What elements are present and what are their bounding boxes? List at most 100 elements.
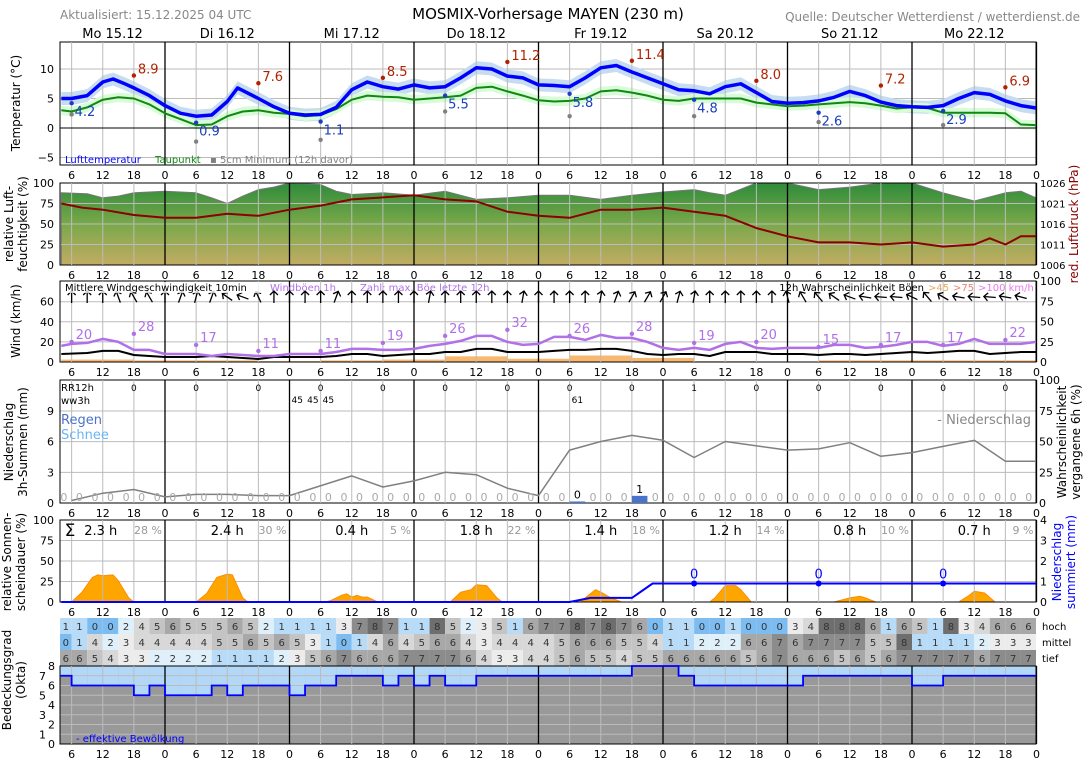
hour-tick-label: 18	[749, 748, 763, 761]
wind-direction-arrow-icon	[937, 291, 949, 301]
cloud-cell-hoch	[398, 618, 414, 634]
arrow-shape	[612, 290, 622, 303]
hour-tick-label: 6	[317, 169, 324, 182]
hour-tick-label: 0	[1033, 748, 1040, 761]
gust-max-label: 19	[387, 329, 404, 344]
cloud-cell-mittel	[367, 634, 383, 650]
max-temp-point	[505, 59, 510, 65]
wind-direction-arrow-icon	[705, 290, 715, 303]
cloud-cell-value: 6	[823, 654, 829, 665]
cloud-cell-value: 2	[699, 638, 705, 649]
hour-tick-label: 18	[625, 748, 639, 761]
clear-sky-fill	[585, 666, 601, 676]
cloud-cell-tief	[273, 650, 290, 666]
precip-zero-label: 0	[247, 491, 254, 504]
arrow-shape	[889, 292, 903, 302]
cloud-cell-value: 6	[605, 638, 611, 649]
gust-max-point	[256, 348, 261, 354]
rr12h-value: 0	[1003, 384, 1009, 394]
precip-zero-label: 0	[512, 491, 519, 504]
cloud-cell-value: 6	[730, 654, 736, 665]
cloud-cell-value: 7	[1025, 654, 1031, 665]
cloud-cell-tief	[803, 650, 819, 666]
precip-zero-label: 0	[232, 491, 239, 504]
legend-bg	[62, 282, 264, 293]
cloud-cell-tief	[974, 650, 990, 666]
min-temp-label: 4.2	[75, 105, 96, 120]
precip-prob-tick-label: 50	[1039, 436, 1053, 449]
cloud-cell-value: 3	[123, 638, 129, 649]
hour-tick-label: 12	[345, 606, 359, 619]
hour-tick-label: 12	[469, 269, 483, 282]
arrow-shape	[456, 290, 466, 303]
cloud-cell-mittel	[818, 634, 835, 650]
cloud-cell-mittel	[803, 634, 819, 650]
cloud-cell-tief	[787, 650, 804, 666]
cloud-cell-value: 3	[994, 638, 1000, 649]
hour-tick-label: 12	[345, 269, 359, 282]
hour-tick-label: 12	[594, 366, 608, 379]
cloud-cell-mittel	[258, 634, 274, 650]
cloud-cell-hoch	[958, 618, 975, 634]
cloud-cell-value: 5	[839, 654, 845, 665]
hour-tick-label: 18	[251, 606, 265, 619]
hour-tick-label: 0	[784, 606, 791, 619]
cloud-cell-mittel	[273, 634, 290, 650]
precip-bar	[631, 495, 648, 503]
arrow-shape	[643, 291, 653, 303]
cloud-cell-tief	[414, 650, 430, 666]
cloud-cell-mittel	[242, 634, 259, 650]
cloud-cell-value: 5	[917, 622, 923, 633]
min-temp-point	[69, 101, 74, 106]
arrow-shape	[998, 292, 1012, 301]
wind-direction-arrow-icon	[565, 290, 575, 303]
cloud-cell-value: 5	[310, 654, 316, 665]
cloud-cell-value: 6	[387, 654, 393, 665]
cloud-cell-mittel	[460, 634, 477, 650]
hour-tick-label: 18	[376, 169, 390, 182]
clear-sky-fill	[351, 666, 368, 676]
cloud-cell-mittel	[694, 634, 710, 650]
hour-tick-label: 0	[1033, 169, 1040, 182]
cloud-cell-tief	[989, 650, 1006, 666]
cloud-cell-hoch	[771, 618, 788, 634]
hour-tick-label: 0	[660, 269, 667, 282]
cloud-cell-value: 6	[683, 654, 689, 665]
cloud-cell-value: 7	[948, 654, 954, 665]
y-tick-label: 50	[40, 555, 54, 568]
arrow-shape	[751, 290, 761, 303]
max-temp-label: 6.9	[1009, 74, 1030, 89]
arrow-shape	[967, 292, 981, 302]
cloud-cell-hoch	[227, 618, 243, 634]
clear-sky-fill	[896, 666, 912, 676]
arrow-shape	[269, 290, 279, 303]
temperature-axis-title: Temperatur (°C)	[9, 55, 23, 152]
cloud-cell-hoch	[71, 618, 88, 634]
precip-zero-label: 0	[387, 491, 394, 504]
daily-sunshine-hours: 0.4 h	[335, 524, 368, 539]
cloud-cell-value: 6	[76, 654, 82, 665]
max-temp-label: 11.4	[636, 48, 665, 63]
cloud-cell-value: 4	[496, 638, 502, 649]
hour-tick-label: 6	[815, 606, 822, 619]
hour-tick-label: 12	[96, 169, 110, 182]
cloud-cell-tief	[305, 650, 321, 666]
cloud-cell-value: 0	[341, 638, 347, 649]
hour-tick-label: 12	[967, 269, 981, 282]
hour-tick-label: 0	[535, 748, 542, 761]
cloud-cell-value: 6	[279, 638, 285, 649]
cloud-cell-value: 4	[621, 654, 627, 665]
cloud-row-label: mittel	[1042, 638, 1071, 649]
precip-zero-label: 0	[263, 491, 270, 504]
cloud-cell-hoch	[943, 618, 959, 634]
dewpoint-line	[61, 85, 1037, 127]
legend-prob-75: >75	[953, 283, 974, 294]
max-temp-label: 7.2	[885, 73, 906, 88]
accum-precip-label: 0	[690, 568, 698, 583]
cloud-cell-value: 2	[201, 654, 207, 665]
pressure-tick-label: 1021	[1040, 200, 1065, 211]
hour-tick-label: 12	[469, 748, 483, 761]
y-tick-label: 0	[47, 596, 54, 609]
hour-tick-label: 12	[220, 507, 234, 520]
precip-zero-label: 0	[854, 491, 861, 504]
